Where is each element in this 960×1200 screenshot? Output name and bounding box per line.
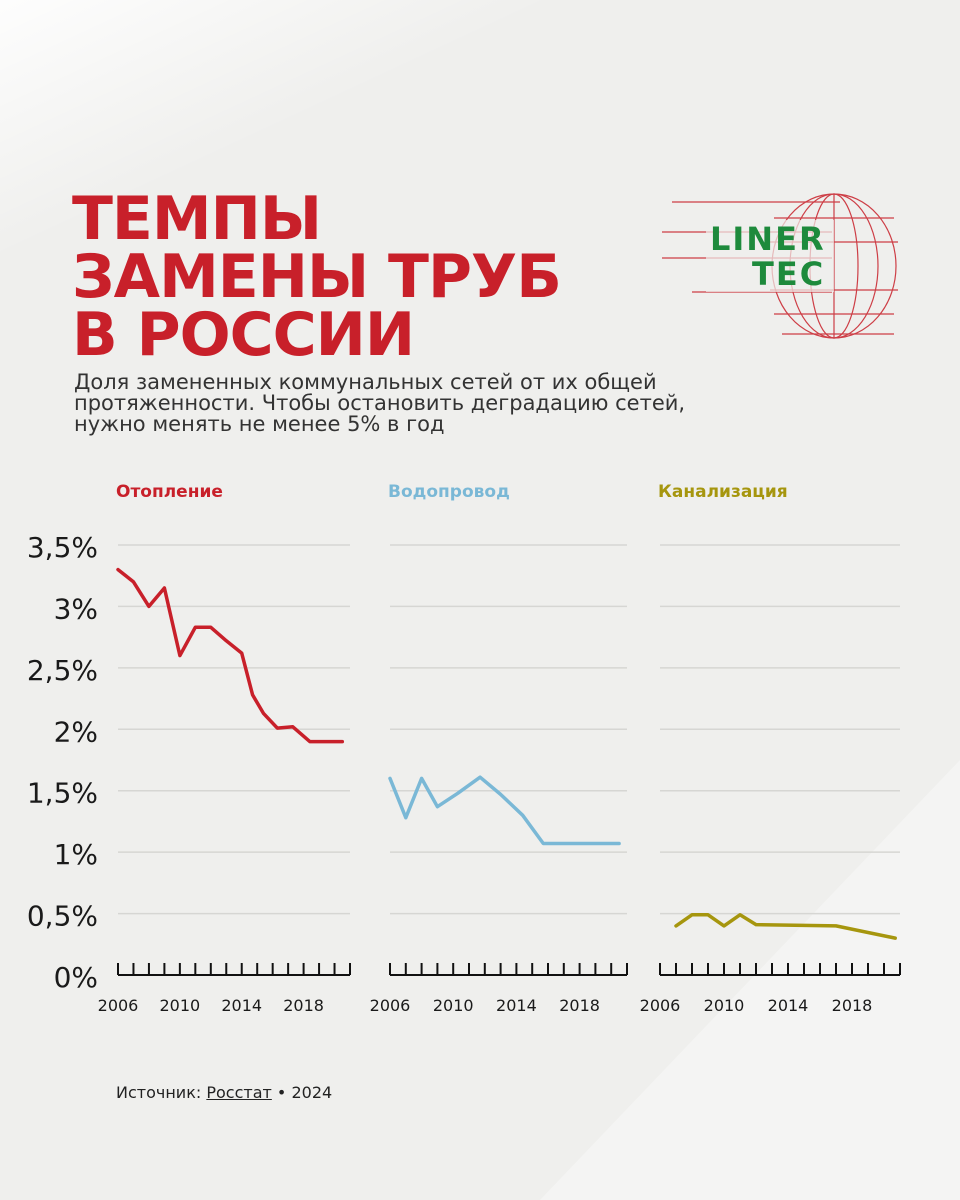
title-line: В РОССИИ (72, 300, 415, 370)
logo-text-line2: TEC (752, 255, 825, 293)
series-label: Водопровод (388, 482, 510, 502)
y-tick-label: 0,5% (27, 900, 98, 933)
y-tick-label: 1% (54, 838, 98, 871)
x-tick-label: 2010 (704, 996, 745, 1015)
y-tick-label: 3,5% (27, 531, 98, 564)
small-multiples-line-chart: 0% 0,5% 1% 1,5% 2% 2,5% 3% 3,5% 2006 2010 2014 2018… (27, 482, 901, 1015)
x-tick-label: 2014 (221, 996, 262, 1015)
y-tick-label: 1,5% (27, 777, 98, 810)
series-line (116, 567, 345, 744)
source-separator: • (276, 1083, 287, 1102)
page-title: ТЕМПЫ ЗАМЕНЫ ТРУБ В РОССИИ (72, 184, 562, 370)
subtitle-line: нужно менять не менее 5% в год (74, 412, 445, 436)
x-tick-label: 2018 (283, 996, 324, 1015)
page-subtitle: Доля замененных коммунальных сетей от их… (74, 372, 794, 435)
y-tick-label: 3% (54, 592, 98, 625)
source-year: 2024 (291, 1083, 333, 1102)
subtitle-line: Доля замененных коммунальных сетей от их… (74, 370, 657, 394)
x-tick-label: 2014 (496, 996, 537, 1015)
x-tick-label: 2006 (370, 996, 411, 1015)
x-tick-label: 2014 (768, 996, 809, 1015)
source-label: Источник: (116, 1083, 202, 1102)
x-tick-label: 2018 (559, 996, 600, 1015)
title-line: ТЕМПЫ (72, 184, 322, 254)
source-note: Источник: Росстат • 2024 (116, 1083, 332, 1102)
x-tick-label: 2006 (640, 996, 681, 1015)
x-tick-label: 2006 (98, 996, 139, 1015)
series-label: Отопление (116, 482, 223, 502)
logo-text-line1: LINER (710, 220, 826, 258)
subtitle-line: протяженности. Чтобы остановить деградац… (74, 391, 686, 415)
x-tick-label: 2010 (433, 996, 474, 1015)
y-tick-label: 0% (54, 961, 98, 994)
x-tick-label: 2010 (160, 996, 201, 1015)
y-tick-label: 2% (54, 715, 98, 748)
series-label: Канализация (658, 482, 788, 502)
source-link[interactable]: Росстат (206, 1083, 272, 1102)
y-tick-label: 2,5% (27, 654, 98, 687)
title-line: ЗАМЕНЫ ТРУБ (72, 242, 562, 312)
series-line (388, 775, 621, 846)
x-tick-label: 2018 (832, 996, 873, 1015)
linertec-logo: LINER TEC (662, 193, 898, 339)
series-line (674, 913, 897, 940)
